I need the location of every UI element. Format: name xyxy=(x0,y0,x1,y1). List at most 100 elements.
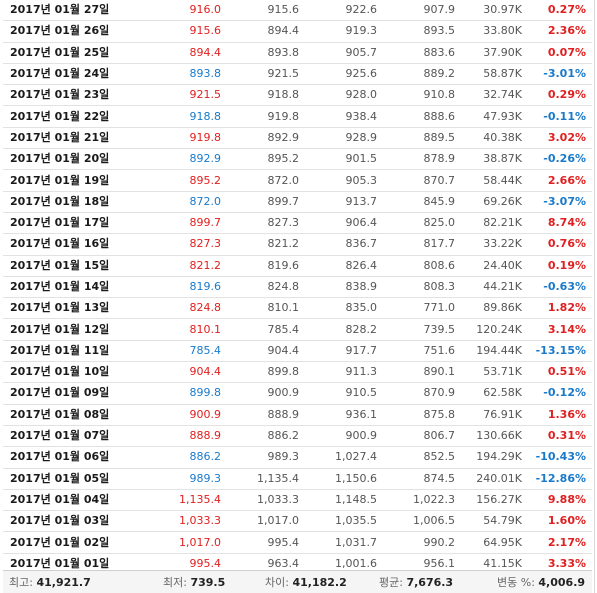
row-low: 1,006.5 xyxy=(383,510,461,533)
row-date: 2017년 01월 18일 xyxy=(3,191,121,213)
row-change-percent: 2.66% xyxy=(528,169,592,192)
row-high: 838.9 xyxy=(305,276,383,299)
table-row: 2017년 01월 24일 893.8 921.5 925.6 889.2 58.87K -… xyxy=(3,63,592,86)
table-row: 2017년 01월 11일 785.4 904.4 917.7 751.6 194.44K… xyxy=(3,340,592,363)
row-close: 894.4 xyxy=(121,42,227,64)
row-high: 936.1 xyxy=(305,404,383,426)
row-volume: 30.97K xyxy=(461,0,528,22)
row-close: 892.9 xyxy=(121,148,227,171)
historical-data-table: 2017년 01월 27일 916.0 915.6 922.6 907.9 30.97K 0… xyxy=(3,0,592,576)
row-date: 2017년 01월 01일 xyxy=(3,553,121,576)
row-high: 828.2 xyxy=(305,318,383,341)
row-change-percent: -0.26% xyxy=(528,148,592,171)
row-open: 894.4 xyxy=(227,20,305,43)
row-change-percent: 9.88% xyxy=(528,489,592,512)
row-close: 824.8 xyxy=(121,297,227,320)
row-open: 827.3 xyxy=(227,212,305,235)
row-low: 910.8 xyxy=(383,84,461,107)
row-low: 890.1 xyxy=(383,361,461,384)
row-change-percent: -3.01% xyxy=(528,63,592,86)
row-low: 808.6 xyxy=(383,255,461,277)
row-low: 907.9 xyxy=(383,0,461,22)
row-volume: 41.15K xyxy=(461,553,528,576)
row-close: 819.6 xyxy=(121,276,227,299)
row-change-percent: 0.07% xyxy=(528,42,592,64)
row-close: 989.3 xyxy=(121,468,227,490)
row-volume: 32.74K xyxy=(461,84,528,107)
summary-footer: 최고: 41,921.7 최저: 739.5 차이: 41,182.2 평균: … xyxy=(3,570,592,593)
row-low: 874.5 xyxy=(383,468,461,490)
row-date: 2017년 01월 07일 xyxy=(3,425,121,448)
row-date: 2017년 01월 26일 xyxy=(3,20,121,43)
row-low: 739.5 xyxy=(383,318,461,341)
row-volume: 47.93K xyxy=(461,105,528,128)
row-volume: 58.44K xyxy=(461,169,528,192)
row-volume: 62.58K xyxy=(461,382,528,405)
row-low: 1,022.3 xyxy=(383,489,461,512)
row-high: 928.0 xyxy=(305,84,383,107)
row-open: 918.8 xyxy=(227,84,305,107)
row-volume: 54.79K xyxy=(461,510,528,533)
row-volume: 64.95K xyxy=(461,531,528,554)
row-high: 928.9 xyxy=(305,127,383,150)
row-low: 870.7 xyxy=(383,169,461,192)
table-row: 2017년 01월 21일 919.8 892.9 928.9 889.5 40.38K 3… xyxy=(3,127,592,150)
table-row: 2017년 01월 03일 1,033.3 1,017.0 1,035.5 1,006.… xyxy=(3,510,592,533)
row-high: 906.4 xyxy=(305,212,383,235)
table-row: 2017년 01월 12일 810.1 785.4 828.2 739.5 120.24K… xyxy=(3,318,592,341)
row-high: 826.4 xyxy=(305,255,383,277)
row-date: 2017년 01월 08일 xyxy=(3,404,121,426)
row-open: 895.2 xyxy=(227,148,305,171)
summary-max-value: 41,921.7 xyxy=(36,576,91,589)
row-volume: 194.44K xyxy=(461,340,528,363)
table-row: 2017년 01월 26일 915.6 894.4 919.3 893.5 33.80K 2… xyxy=(3,20,592,43)
row-close: 918.8 xyxy=(121,105,227,128)
table-row: 2017년 01월 09일 899.8 900.9 910.5 870.9 62.58K -… xyxy=(3,382,592,405)
table-row: 2017년 01월 02일 1,017.0 995.4 1,031.7 990.2 64.… xyxy=(3,531,592,554)
row-volume: 76.91K xyxy=(461,404,528,426)
row-open: 821.2 xyxy=(227,233,305,256)
table-row: 2017년 01월 25일 894.4 893.8 905.7 883.6 37.90K 0… xyxy=(3,42,592,64)
row-open: 900.9 xyxy=(227,382,305,405)
row-close: 895.2 xyxy=(121,169,227,192)
row-volume: 44.21K xyxy=(461,276,528,299)
table-row: 2017년 01월 15일 821.2 819.6 826.4 808.6 24.40K 0… xyxy=(3,255,592,277)
row-close: 827.3 xyxy=(121,233,227,256)
row-open: 1,033.3 xyxy=(227,489,305,512)
table-row: 2017년 01월 18일 872.0 899.7 913.7 845.9 69.26K -… xyxy=(3,191,592,213)
row-low: 889.5 xyxy=(383,127,461,150)
table-row: 2017년 01월 06일 886.2 989.3 1,027.4 852.5 194.2… xyxy=(3,446,592,469)
row-open: 899.8 xyxy=(227,361,305,384)
summary-min-label: 최저: xyxy=(163,576,187,589)
row-low: 852.5 xyxy=(383,446,461,469)
row-volume: 58.87K xyxy=(461,63,528,86)
summary-avg-label: 평균: xyxy=(379,576,403,589)
row-open: 919.8 xyxy=(227,105,305,128)
table-row: 2017년 01월 22일 918.8 919.8 938.4 888.6 47.93K -… xyxy=(3,105,592,128)
table-row: 2017년 01월 17일 899.7 827.3 906.4 825.0 82.21K 8… xyxy=(3,212,592,235)
table-row: 2017년 01월 27일 916.0 915.6 922.6 907.9 30.97K 0… xyxy=(3,0,592,22)
row-date: 2017년 01월 09일 xyxy=(3,382,121,405)
row-date: 2017년 01월 13일 xyxy=(3,297,121,320)
row-date: 2017년 01월 04일 xyxy=(3,489,121,512)
row-change-percent: 0.51% xyxy=(528,361,592,384)
table-row: 2017년 01월 14일 819.6 824.8 838.9 808.3 44.21K -… xyxy=(3,276,592,299)
row-open: 904.4 xyxy=(227,340,305,363)
row-low: 825.0 xyxy=(383,212,461,235)
row-low: 806.7 xyxy=(383,425,461,448)
row-close: 899.7 xyxy=(121,212,227,235)
row-low: 878.9 xyxy=(383,148,461,171)
row-change-percent: 0.29% xyxy=(528,84,592,107)
row-change-percent: 3.33% xyxy=(528,553,592,576)
row-close: 872.0 xyxy=(121,191,227,213)
row-low: 817.7 xyxy=(383,233,461,256)
row-low: 808.3 xyxy=(383,276,461,299)
row-close: 921.5 xyxy=(121,84,227,107)
table-row: 2017년 01월 10일 904.4 899.8 911.3 890.1 53.71K 0… xyxy=(3,361,592,384)
row-high: 911.3 xyxy=(305,361,383,384)
row-open: 872.0 xyxy=(227,169,305,192)
row-open: 995.4 xyxy=(227,531,305,554)
row-open: 899.7 xyxy=(227,191,305,213)
row-open: 824.8 xyxy=(227,276,305,299)
row-high: 925.6 xyxy=(305,63,383,86)
